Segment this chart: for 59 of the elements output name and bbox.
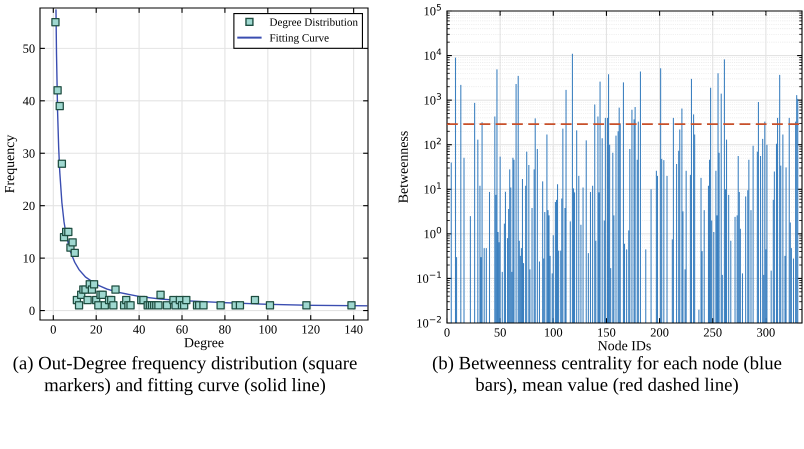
y-tick-label: 10$^{−1}$ (417, 272, 441, 283)
x-tick-label: 60 (176, 325, 188, 334)
y-tick-label: 30 (23, 149, 35, 158)
x-tick-label: 100 (545, 328, 562, 337)
text: (a) Out-Degree frequency distribution (square markers) and fitting curve (solid line) (13, 356, 357, 396)
y-tick-label: 10$^{−2}$ (417, 316, 441, 328)
y-tick-label: 10$^{3}$ (424, 93, 441, 105)
y-tick-label: 10$^{4}$ (424, 48, 442, 60)
point (83, 296, 92, 304)
point (199, 301, 208, 310)
x-tick-label: 0 (444, 328, 450, 337)
x-tick-label: 100 (260, 325, 277, 334)
point (56, 102, 64, 110)
point (266, 301, 274, 310)
y-tick-label: 0 (29, 306, 35, 316)
point (182, 296, 190, 304)
point (68, 238, 77, 247)
x-tick-label: 0 (50, 325, 56, 334)
point (216, 301, 225, 310)
legend-label: Degree Distribution (270, 18, 358, 28)
point (58, 160, 66, 168)
x-tick-label: 150 (598, 328, 616, 337)
y-tick-label: 10$^{0}$ (424, 226, 442, 238)
point (302, 301, 311, 310)
y-tick-label: 20 (23, 202, 35, 210)
point (154, 301, 163, 310)
x-axis-title: Degree (184, 338, 224, 350)
point (70, 248, 79, 258)
x-tick-label: 140 (345, 325, 363, 334)
x-tick-label: 40 (133, 325, 145, 334)
x-tick-label: 50 (494, 328, 506, 337)
y-tick-label: 10$^{2}$ (424, 138, 441, 150)
point (109, 301, 118, 310)
y-tick-label: 50 (23, 44, 35, 53)
point (90, 280, 98, 289)
y-tick-label: 10$^{5}$ (424, 4, 441, 16)
y-tick-label: 40 (22, 96, 35, 106)
point (51, 18, 60, 26)
y-axis-title: Betweenness (398, 131, 408, 203)
point (162, 301, 172, 310)
x-tick-label: 20 (90, 325, 102, 334)
point (111, 285, 120, 294)
point (236, 301, 244, 310)
x-tick-label: 300 (757, 328, 775, 337)
point (347, 301, 356, 310)
text: (b) Betweenness centrality for each node (blue bars), mean value (red dashed line) (432, 356, 782, 395)
x-tick-label: 200 (650, 328, 668, 337)
x-axis-title: Node IDs (598, 340, 651, 350)
point (156, 290, 165, 299)
x-tick-label: 250 (704, 328, 722, 337)
legend-label: Fitting Curve (270, 34, 329, 44)
y-axis-title: Frequency (4, 134, 18, 193)
x-tick-label: 120 (302, 325, 320, 334)
y-tick-label: 10$^{1}$ (424, 182, 441, 194)
y-tick-label: 10 (24, 254, 35, 263)
point (250, 296, 260, 304)
x-tick-label: 80 (219, 325, 231, 334)
point (53, 86, 62, 94)
point (74, 301, 84, 310)
